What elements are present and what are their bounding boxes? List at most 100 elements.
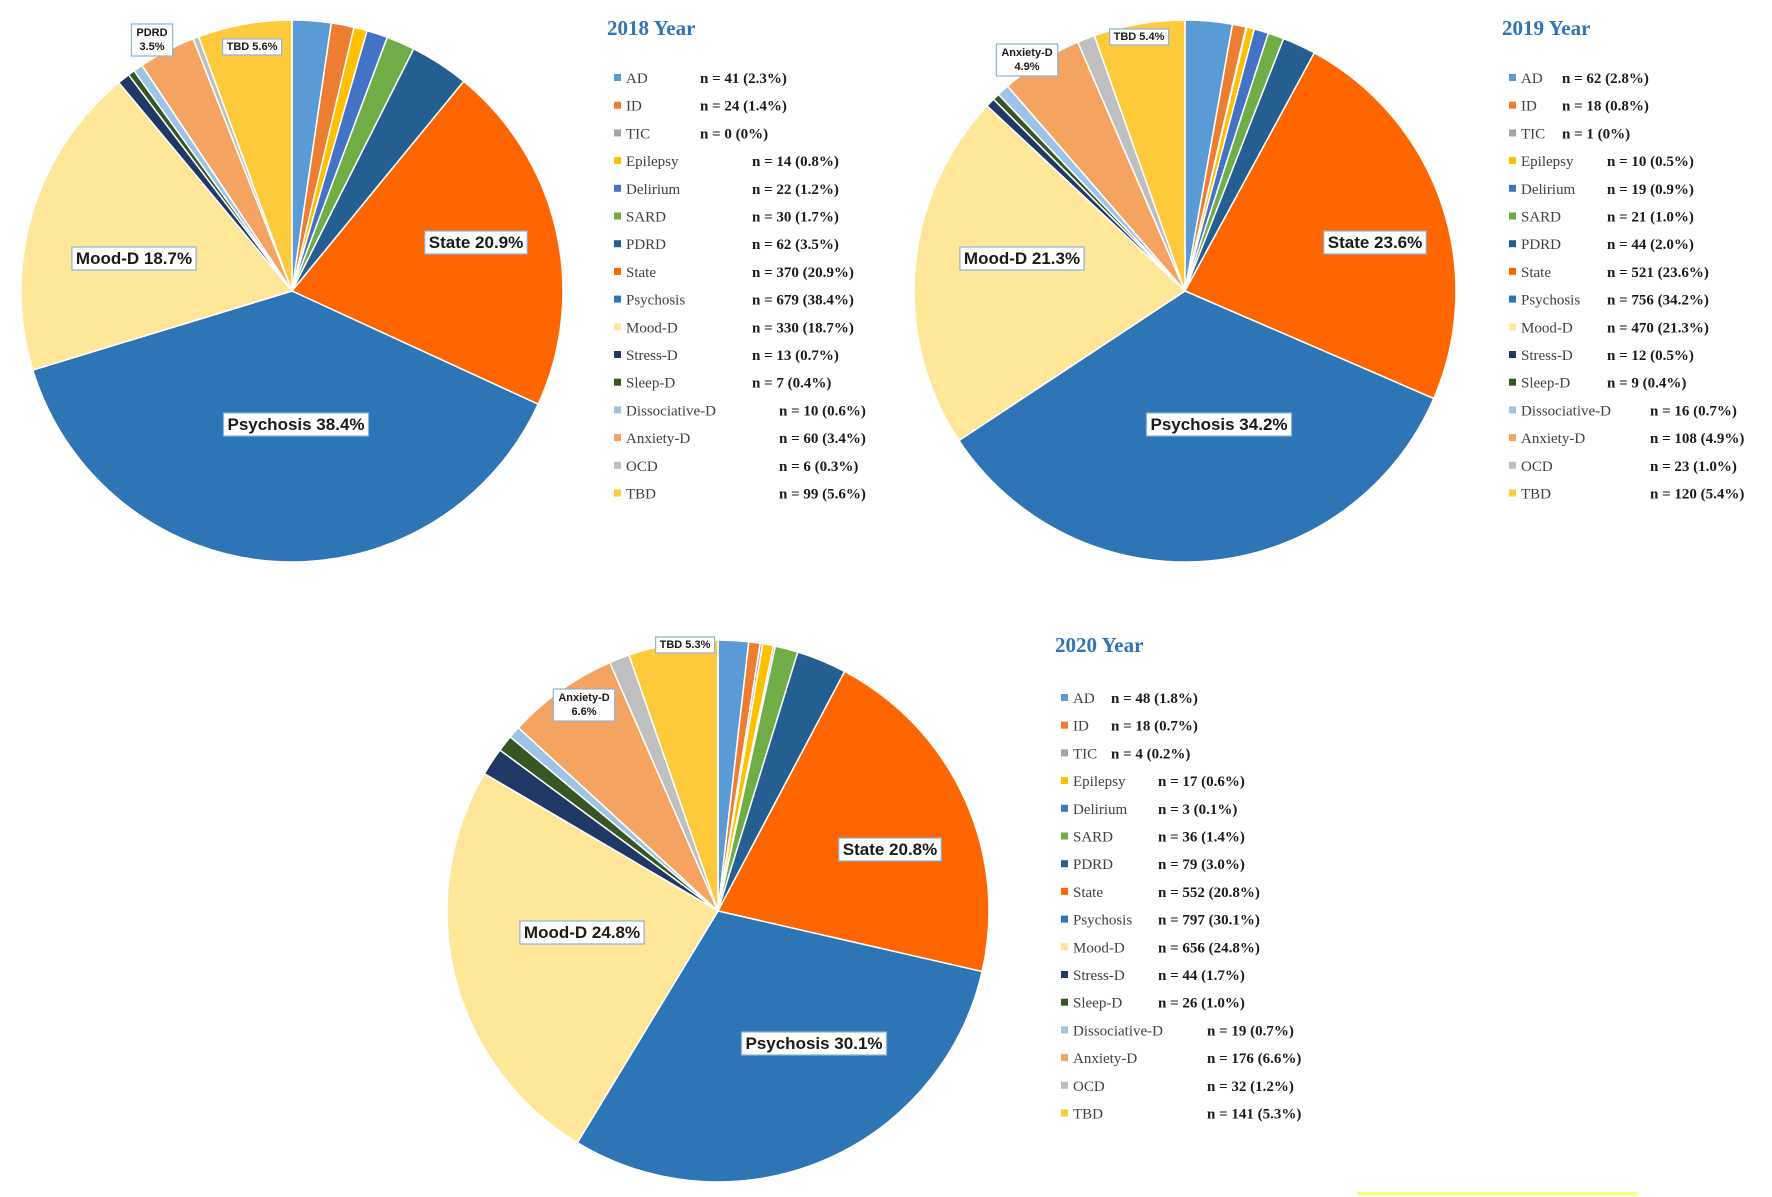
legend-swatch-anxiety-d [614,434,621,442]
legend-swatch-tic [1509,129,1516,137]
data-label-text: TBD 5.3% [660,639,711,651]
legend-swatch-ocd [1061,1081,1068,1089]
legend-value-epilepsy: n = 17 (0.6%) [1158,774,1245,790]
data-label-tbd: TBD 5.6% [222,38,283,56]
data-label-anxiety-d: Anxiety-D 4.9% [995,43,1059,77]
legend-label-mood-d: Mood-D [1073,940,1125,956]
legend-swatch-psychosis [1061,915,1068,923]
legend-label-mood-d: Mood-D [626,320,678,336]
legend-swatch-state [1061,887,1068,895]
legend-value-delirium: n = 3 (0.1%) [1158,802,1237,818]
legend-value-tic: n = 1 (0%) [1562,126,1630,142]
legend-label-ocd: OCD [1521,459,1553,475]
legend-value-id: n = 18 (0.7%) [1111,719,1198,735]
data-label-line: Anxiety-D [558,692,609,704]
data-label-box [838,837,942,862]
data-label-state: State 20.8% [838,837,942,862]
legend-label-tbd: TBD [626,487,656,503]
chart-title: 2018 Year [607,16,695,40]
legend-value-pdrd: n = 44 (2.0%) [1607,237,1694,253]
legend-value-delirium: n = 19 (0.9%) [1607,182,1694,198]
data-label-line: PDRD [136,27,167,39]
data-label-text: Mood-D 21.3% [964,249,1080,268]
data-label-state: State 23.6% [1323,230,1427,255]
data-label-text: State 20.8% [843,840,938,859]
legend-value-tic: n = 4 (0.2%) [1111,746,1190,762]
data-label-state: State 20.9% [424,230,528,255]
legend-swatch-delirium [614,184,621,192]
legend-value-epilepsy: n = 10 (0.5%) [1607,154,1694,170]
legend-swatch-epilepsy [1061,777,1068,785]
legend-value-sleep-d: n = 9 (0.4%) [1607,376,1686,392]
legend-label-dissociative-d: Dissociative-D [1521,403,1611,419]
data-label-tbd: TBD 5.3% [655,636,716,654]
legend-value-tic: n = 0 (0%) [700,126,768,142]
data-label-line: Anxiety-D [1001,47,1052,59]
legend-label-sleep-d: Sleep-D [1521,376,1570,392]
data-label-box [1323,230,1427,255]
legend-label-mood-d: Mood-D [1521,320,1573,336]
legend-label-delirium: Delirium [626,182,680,198]
legend-value-tbd: n = 99 (5.6%) [779,487,866,503]
legend-value-delirium: n = 22 (1.2%) [752,182,839,198]
legend-label-stress-d: Stress-D [1073,968,1125,984]
legend-value-tbd: n = 120 (5.4%) [1650,487,1744,503]
slice-tbd [1093,19,1186,292]
legend-swatch-anxiety-d [1509,434,1516,442]
legend-value-ad: n = 41 (2.3%) [700,71,787,87]
data-label-text: Psychosis 30.1% [745,1034,882,1053]
legend-swatch-tic [614,129,621,137]
legend-swatch-id [614,101,621,109]
legend-value-id: n = 18 (0.8%) [1562,99,1649,115]
legend-value-anxiety-d: n = 176 (6.6%) [1207,1051,1301,1067]
data-label-psychosis: Psychosis 38.4% [222,412,370,437]
legend-value-mood-d: n = 330 (18.7%) [752,320,854,336]
legend-swatch-psychosis [614,295,621,303]
legend-label-sard: SARD [1521,210,1561,226]
legend-swatch-sard [1509,212,1516,220]
legend-label-sleep-d: Sleep-D [1073,996,1122,1012]
legend-swatch-tic [1061,749,1068,757]
legend-value-ad: n = 62 (2.8%) [1562,71,1649,87]
data-label-box [655,636,716,654]
legend-label-ad: AD [626,71,648,87]
legend-swatch-dissociative-d [614,406,621,414]
legend-value-state: n = 552 (20.8%) [1158,885,1260,901]
slice-mood-d [446,772,720,1144]
slice-mood-d [913,104,1187,442]
legend-swatch-sleep-d [1509,378,1516,386]
pie-chart-2019-year: 2019 Year AD n = 62 (2.8%) ID n = 18 (0.8%) T… [913,16,1744,563]
highlight-underline [1357,1192,1637,1195]
legend-value-dissociative-d: n = 19 (0.7%) [1207,1023,1294,1039]
legend-swatch-stress-d [1509,351,1516,358]
legend-label-psychosis: Psychosis [1521,293,1580,309]
legend-value-pdrd: n = 79 (3.0%) [1158,857,1245,873]
legend-swatch-epilepsy [614,157,621,165]
legend-label-sleep-d: Sleep-D [626,376,675,392]
data-label-box [995,43,1059,77]
legend-label-epilepsy: Epilepsy [1073,774,1126,790]
data-label-anxiety-d: Anxiety-D 6.6% [552,688,616,722]
legend-value-epilepsy: n = 14 (0.8%) [752,154,839,170]
legend-swatch-ocd [1509,461,1516,469]
legend-value-mood-d: n = 656 (24.8%) [1158,940,1260,956]
legend: AD n = 48 (1.8%) ID n = 18 (0.7%) TIC n = 4 (… [1061,691,1301,1123]
data-label-text: State 23.6% [1328,233,1423,252]
legend-label-epilepsy: Epilepsy [626,154,679,170]
data-label-tbd: TBD 5.4% [1109,28,1170,46]
legend-label-dissociative-d: Dissociative-D [626,403,716,419]
legend-value-mood-d: n = 470 (21.3%) [1607,320,1709,336]
legend-value-pdrd: n = 62 (3.5%) [752,237,839,253]
legend-swatch-ad [1509,74,1516,81]
pie-chart-2018-year: 2018 Year AD n = 41 (2.3%) ID n = 24 (1.4%) T… [20,16,866,563]
legend-value-ocd: n = 6 (0.3%) [779,459,858,475]
legend-label-tbd: TBD [1073,1107,1103,1123]
legend-label-state: State [626,265,656,281]
legend-swatch-sleep-d [1061,998,1068,1006]
legend-swatch-id [1509,101,1516,109]
slice-tbd [197,19,293,292]
legend-swatch-sleep-d [614,378,621,386]
legend-value-stress-d: n = 12 (0.5%) [1607,348,1694,364]
legend-value-tbd: n = 141 (5.3%) [1207,1107,1301,1123]
